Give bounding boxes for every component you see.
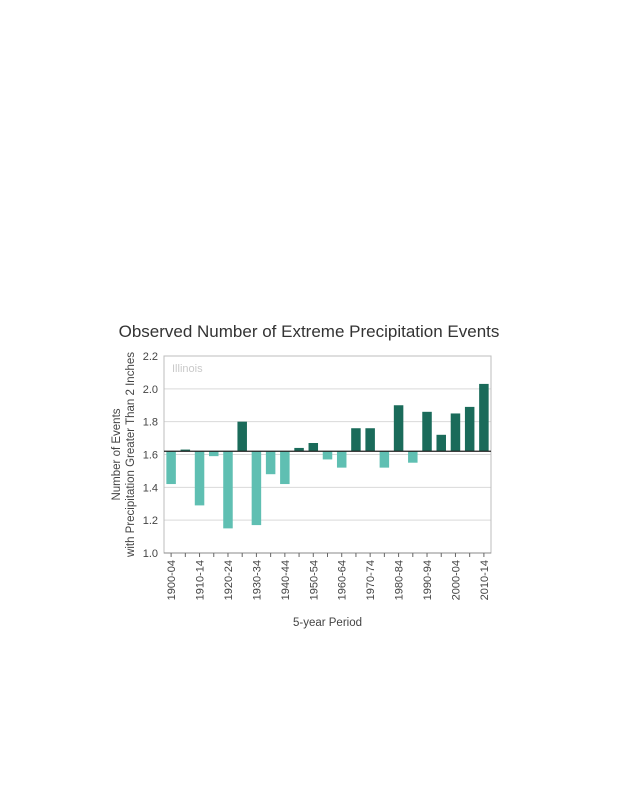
x-tick-label: 1990-94 <box>422 560 434 600</box>
bar <box>308 443 319 452</box>
x-tick-label: 1970-74 <box>365 560 377 600</box>
bar <box>408 451 418 463</box>
bar <box>166 451 176 485</box>
x-tick-label: 1950-54 <box>308 560 320 600</box>
bar <box>336 451 347 468</box>
bar <box>223 451 233 529</box>
bar <box>365 428 375 452</box>
bar <box>479 383 489 452</box>
x-tick-label: 1900-04 <box>166 560 178 600</box>
bar <box>280 451 290 485</box>
axes <box>163 355 492 557</box>
x-tick-label: 1920-24 <box>223 560 235 600</box>
x-tick-label: 1930-34 <box>251 560 263 600</box>
bar <box>436 434 446 452</box>
bar <box>265 451 276 475</box>
chart-title: Observed Number of Extreme Precipitation… <box>118 322 500 341</box>
bar <box>180 449 191 452</box>
x-tick-label: 1940-44 <box>280 560 292 600</box>
y-tick-label: 1.8 <box>143 417 158 429</box>
y-tick-label: 2.2 <box>143 351 158 363</box>
bar <box>450 413 461 452</box>
y-tick-label: 1.6 <box>143 450 158 462</box>
x-tick-label: 1980-84 <box>394 560 406 600</box>
panel-label: Illinois <box>172 363 203 375</box>
x-tick-label: 1960-64 <box>337 560 349 600</box>
x-tick-label: 2000-04 <box>450 560 462 600</box>
bars <box>166 383 489 529</box>
bar <box>194 451 205 506</box>
x-tick-label: 2010-14 <box>479 560 491 600</box>
bar <box>379 451 390 468</box>
y-tick-label: 1.0 <box>143 548 158 560</box>
bar <box>322 451 333 460</box>
y-axis-title: Number of Events <box>111 408 123 500</box>
bar <box>351 428 361 452</box>
bar <box>464 406 475 452</box>
x-tick-label: 1910-14 <box>195 560 207 600</box>
bar <box>237 421 247 452</box>
bar <box>209 451 219 457</box>
y-tick-label: 1.4 <box>143 482 158 494</box>
y-axis-title: with Precipitation Greater Than 2 Inches <box>125 352 137 558</box>
y-tick-label: 2.0 <box>143 384 158 396</box>
bar <box>251 451 262 526</box>
bar <box>393 405 404 452</box>
x-axis-title: 5-year Period <box>293 617 362 629</box>
bar <box>294 447 304 452</box>
y-tick-label: 1.2 <box>143 515 158 527</box>
bar <box>422 411 432 452</box>
labels: 1.0 1.2 1.4 1.6 1.8 2.0 2.2 Illinois 1900-04 1910… <box>111 351 491 629</box>
